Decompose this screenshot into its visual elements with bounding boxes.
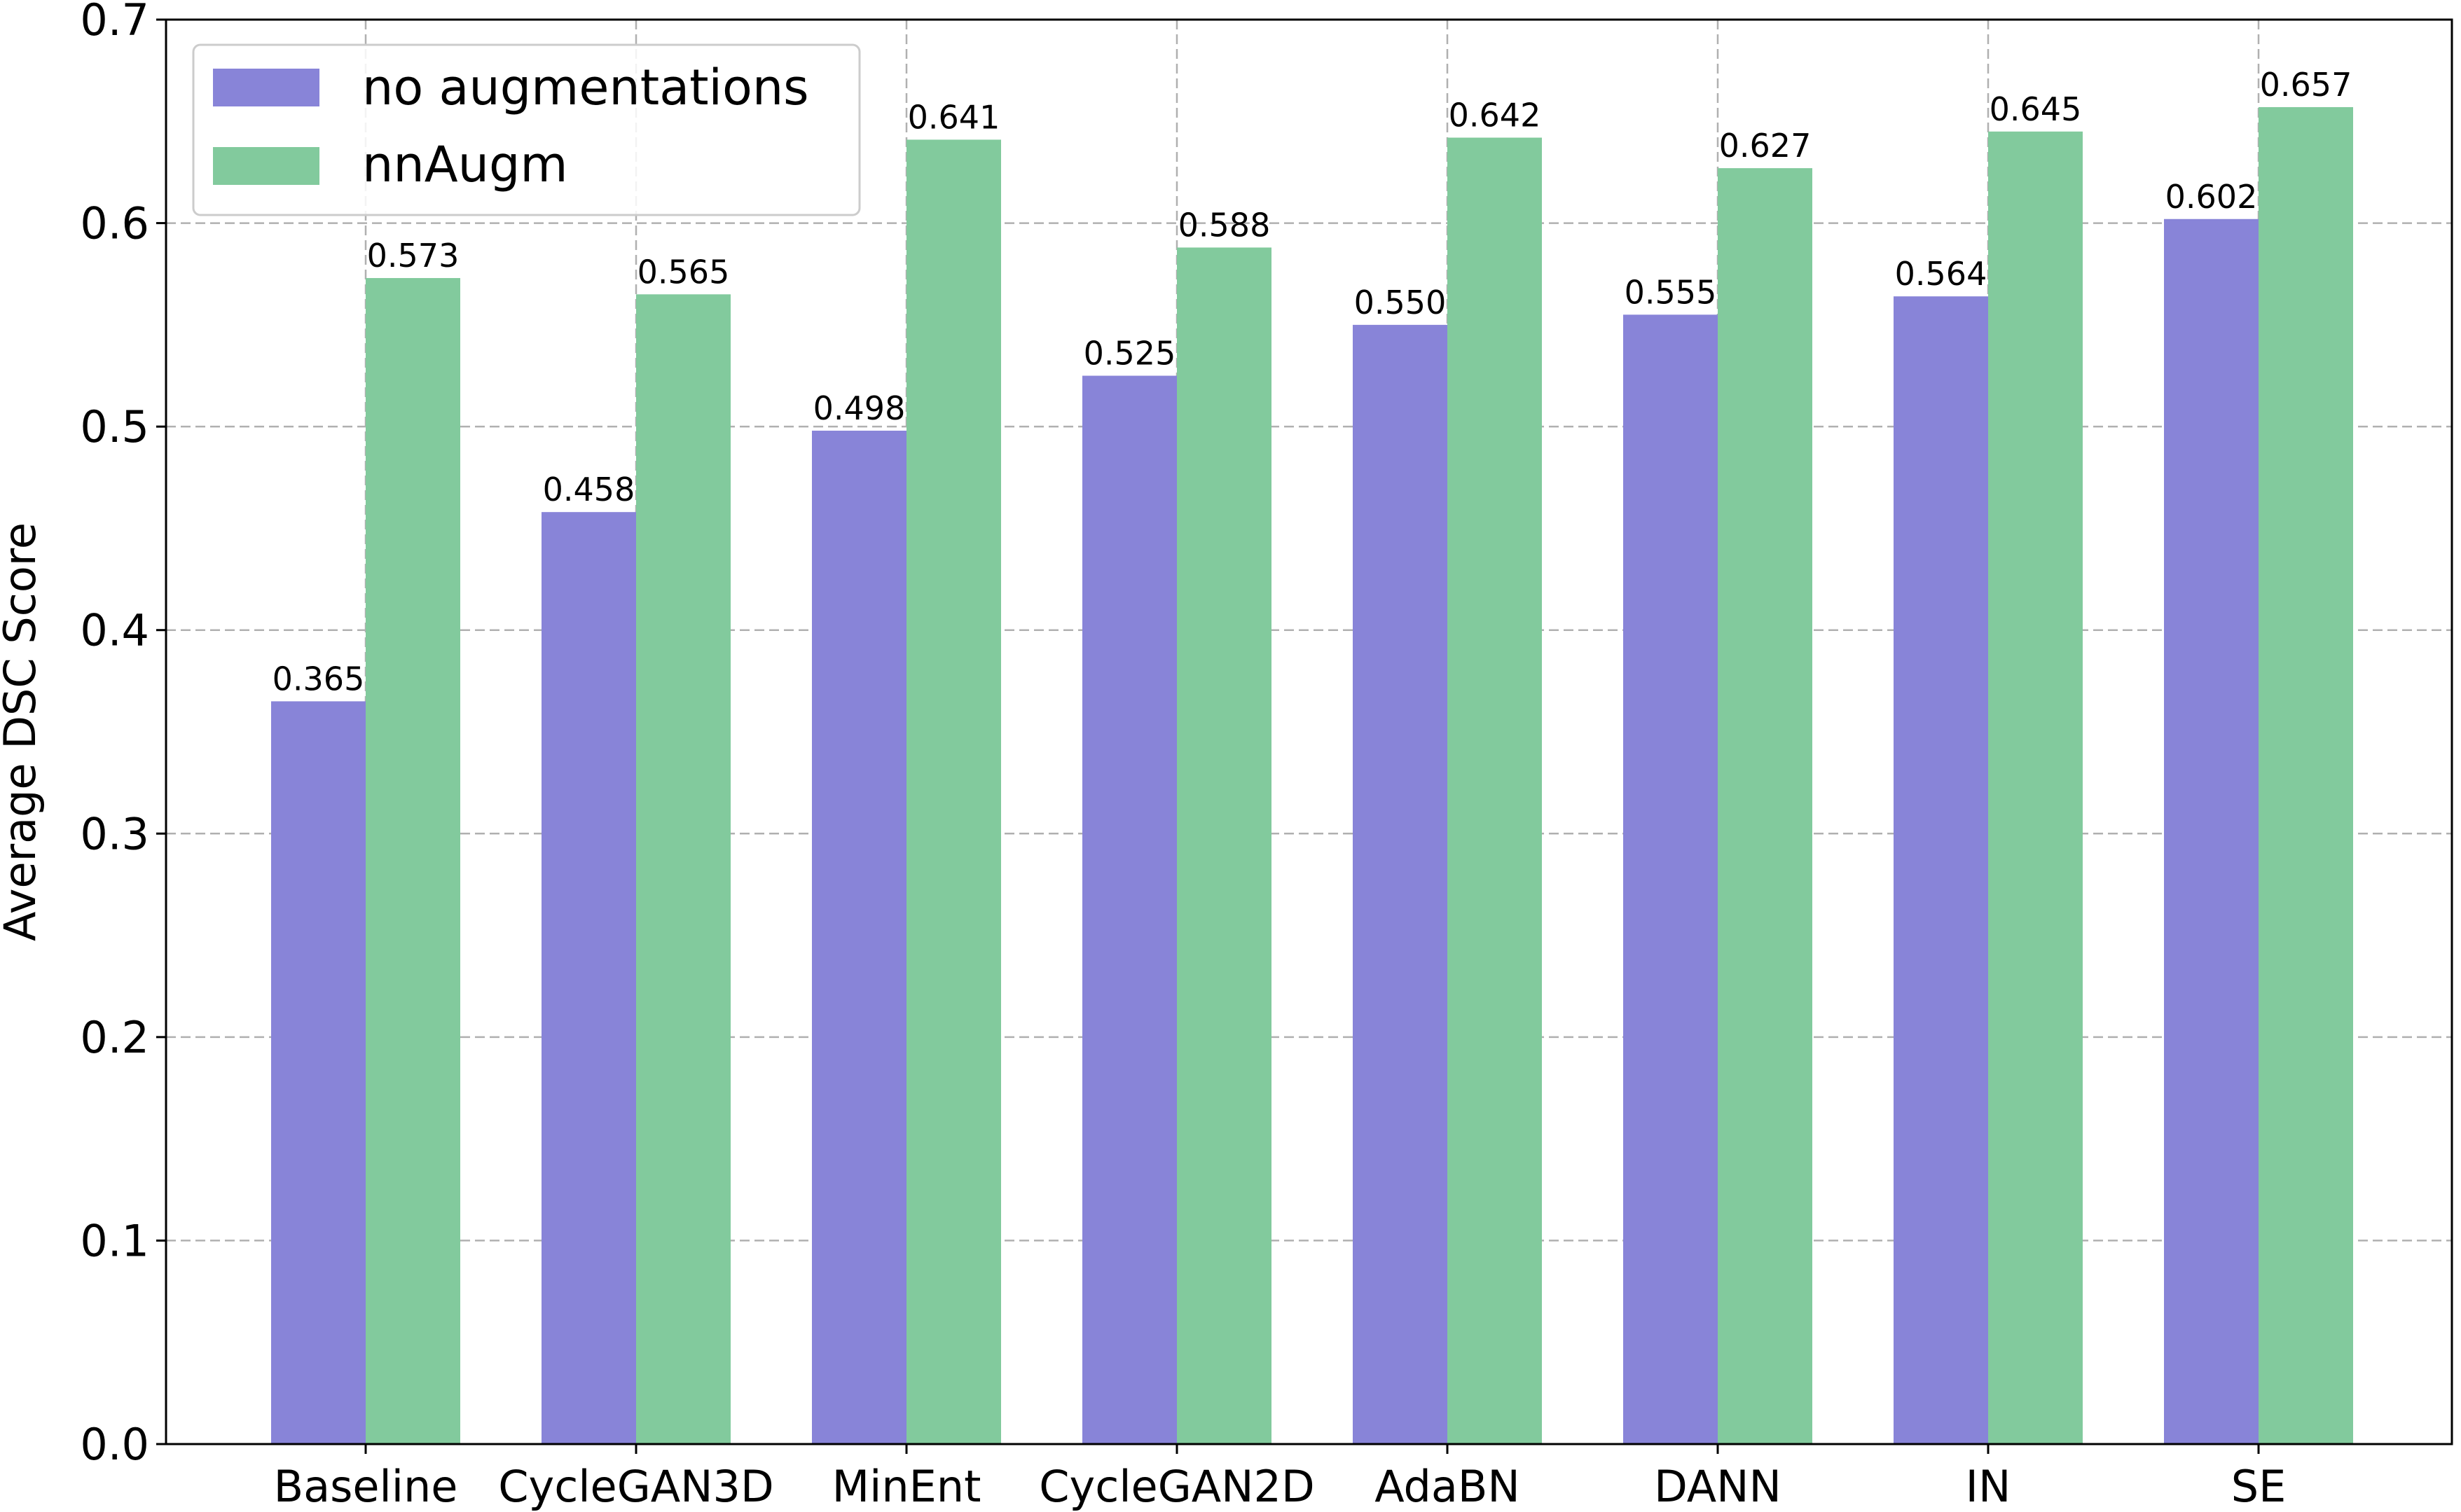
x-tick-label: CycleGAN3D — [498, 1461, 773, 1512]
bar — [1353, 324, 1447, 1444]
legend-label-nnaugm: nnAugm — [362, 136, 568, 193]
bar — [366, 278, 460, 1444]
y-tick-label: 0.1 — [80, 1215, 149, 1266]
bar — [271, 701, 366, 1444]
bar — [1623, 314, 1718, 1444]
data-label: 0.573 — [367, 237, 460, 275]
y-tick-label: 0.6 — [80, 198, 149, 249]
data-label: 0.641 — [908, 98, 1000, 136]
data-label: 0.550 — [1354, 284, 1447, 321]
bar — [1894, 296, 1988, 1445]
x-tick-label: Baseline — [274, 1461, 458, 1512]
bar — [1447, 137, 1542, 1444]
data-label: 0.458 — [543, 471, 635, 508]
y-tick-label: 0.4 — [80, 605, 149, 656]
data-label: 0.645 — [1990, 90, 2082, 128]
bar — [812, 430, 906, 1444]
data-label: 0.588 — [1178, 206, 1271, 244]
bar — [636, 294, 731, 1444]
data-label: 0.602 — [2165, 178, 2258, 216]
x-tick-label: SE — [2231, 1461, 2287, 1512]
y-tick-label: 0.0 — [80, 1419, 149, 1470]
data-labels: 0.365 0.458 0.498 0.525 0.550 0.555 0.564 0.602… — [273, 66, 2352, 698]
bar — [2259, 106, 2353, 1445]
y-tick-label: 0.2 — [80, 1012, 149, 1063]
bar — [1082, 375, 1177, 1444]
data-label: 0.642 — [1449, 97, 1541, 134]
x-tick-label: CycleGAN2D — [1039, 1461, 1314, 1512]
plot-frame — [165, 18, 2453, 1445]
data-label: 0.564 — [1895, 255, 1987, 293]
bar — [542, 512, 636, 1444]
legend-swatch-no-augmentations — [213, 69, 319, 106]
legend: no augmentations nnAugm — [192, 43, 861, 216]
y-tick-label: 0.7 — [80, 0, 149, 46]
data-label: 0.525 — [1084, 335, 1176, 373]
x-tick-label: MinEnt — [832, 1461, 981, 1512]
bars — [271, 106, 2353, 1445]
data-label: 0.627 — [1719, 127, 1812, 165]
y-axis: 0.0 0.1 0.2 0.3 0.4 0.5 0.6 0.7 — [80, 0, 166, 1470]
data-label: 0.657 — [2260, 66, 2352, 104]
bar — [1988, 131, 2083, 1444]
y-tick-label: 0.5 — [80, 401, 149, 452]
x-axis: Baseline CycleGAN3D MinEnt CycleGAN2D AdaBN D… — [274, 1444, 2287, 1512]
bar — [2164, 219, 2259, 1444]
x-tick-label: DANN — [1654, 1461, 1781, 1512]
x-tick-label: AdaBN — [1374, 1461, 1520, 1512]
legend-label-no-augmentations: no augmentations — [362, 59, 809, 116]
bar — [1177, 247, 1271, 1445]
x-tick-label: IN — [1966, 1461, 2011, 1512]
y-axis-title: Average DSC Score — [0, 522, 46, 941]
data-label: 0.565 — [637, 253, 730, 291]
y-tick-label: 0.3 — [80, 808, 149, 859]
data-label: 0.555 — [1625, 273, 1717, 311]
legend-frame — [192, 43, 861, 216]
bar — [906, 139, 1001, 1445]
data-label: 0.365 — [273, 660, 365, 698]
data-label: 0.498 — [813, 389, 906, 427]
legend-swatch-nnaugm — [213, 147, 319, 185]
bar — [1718, 168, 1812, 1444]
